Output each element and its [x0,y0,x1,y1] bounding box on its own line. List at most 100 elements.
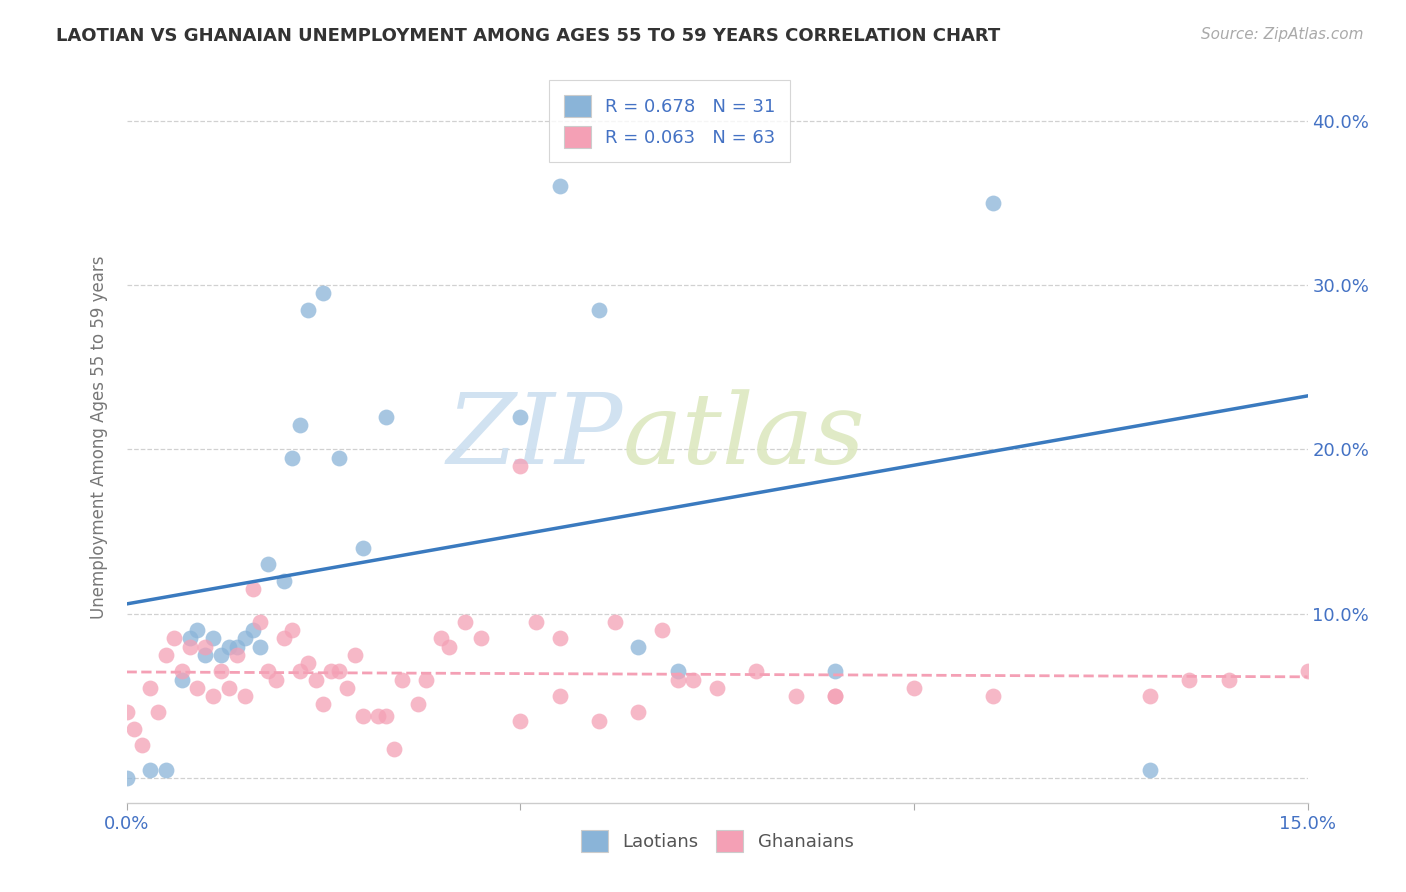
Point [328,665,350,679]
Point [824,665,846,679]
Point [981,689,1004,703]
Point [382,741,405,756]
Point [186,681,208,695]
Point [1178,673,1201,687]
Point [666,673,689,687]
Point [115,706,138,720]
Point [682,673,704,687]
Point [352,708,374,723]
Point [375,708,398,723]
Point [225,640,247,654]
Point [1296,665,1319,679]
Point [1139,763,1161,777]
Point [242,582,264,596]
Point [257,665,280,679]
Point [312,286,335,301]
Point [352,541,374,555]
Point [249,615,271,629]
Point [139,763,162,777]
Point [131,739,153,753]
Point [209,648,232,662]
Point [115,771,138,785]
Point [155,763,177,777]
Legend: Laotians, Ghanaians: Laotians, Ghanaians [574,823,860,860]
Point [297,302,319,317]
Point [179,640,201,654]
Point [548,689,571,703]
Point [706,681,728,695]
Point [170,665,193,679]
Point [336,681,359,695]
Point [824,689,846,703]
Point [249,640,271,654]
Point [288,417,311,432]
Point [666,665,689,679]
Text: atlas: atlas [623,390,865,484]
Point [288,665,311,679]
Point [430,632,453,646]
Text: ZIP: ZIP [446,390,623,484]
Point [509,458,531,473]
Point [1139,689,1161,703]
Point [375,409,398,424]
Point [281,450,304,465]
Point [603,615,626,629]
Point [391,673,413,687]
Point [588,714,610,728]
Point [321,665,343,679]
Point [179,632,201,646]
Text: Source: ZipAtlas.com: Source: ZipAtlas.com [1201,27,1364,42]
Point [981,195,1004,210]
Point [218,640,240,654]
Point [312,697,335,711]
Point [328,450,350,465]
Point [194,640,217,654]
Point [343,648,366,662]
Point [257,558,280,572]
Point [627,706,650,720]
Point [202,689,225,703]
Point [209,665,232,679]
Point [454,615,477,629]
Point [186,624,208,638]
Point [588,302,610,317]
Point [281,624,304,638]
Point [304,673,326,687]
Y-axis label: Unemployment Among Ages 55 to 59 years: Unemployment Among Ages 55 to 59 years [90,255,108,619]
Point [470,632,492,646]
Point [170,673,193,687]
Point [824,689,846,703]
Point [509,409,531,424]
Text: LAOTIAN VS GHANAIAN UNEMPLOYMENT AMONG AGES 55 TO 59 YEARS CORRELATION CHART: LAOTIAN VS GHANAIAN UNEMPLOYMENT AMONG A… [56,27,1001,45]
Point [406,697,429,711]
Point [233,632,256,646]
Point [242,624,264,638]
Point [903,681,925,695]
Point [1218,673,1240,687]
Point [367,708,389,723]
Point [155,648,177,662]
Point [627,640,650,654]
Point [146,706,169,720]
Point [218,681,240,695]
Point [273,632,295,646]
Point [415,673,437,687]
Point [264,673,287,687]
Point [225,648,247,662]
Point [439,640,461,654]
Point [273,574,295,588]
Point [194,648,217,662]
Point [202,632,225,646]
Point [509,714,531,728]
Point [548,632,571,646]
Point [524,615,547,629]
Point [233,689,256,703]
Point [651,624,673,638]
Point [745,665,768,679]
Point [785,689,807,703]
Point [297,656,319,670]
Point [139,681,162,695]
Point [163,632,186,646]
Point [124,722,146,736]
Point [548,179,571,194]
